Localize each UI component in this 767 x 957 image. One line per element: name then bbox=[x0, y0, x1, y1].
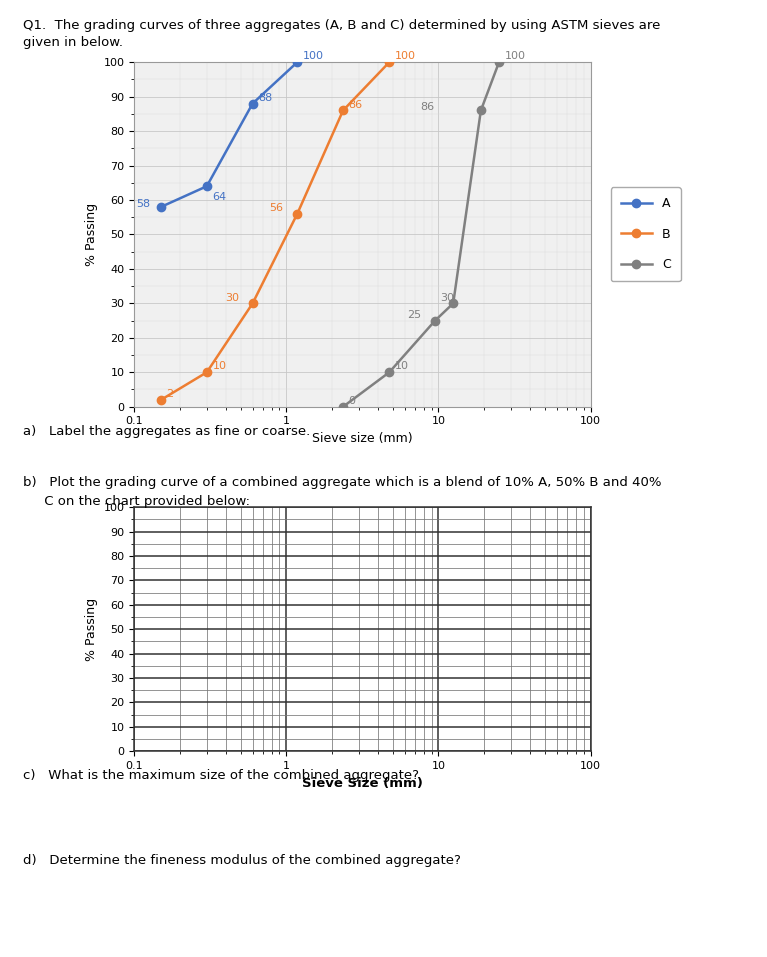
B bbox=[338, 104, 347, 116]
Text: 10: 10 bbox=[395, 362, 409, 371]
A bbox=[156, 201, 166, 212]
Text: 56: 56 bbox=[269, 203, 284, 213]
Text: c)   What is the maximum size of the combined aggregate?: c) What is the maximum size of the combi… bbox=[23, 769, 419, 783]
X-axis label: Sieve Size (mm): Sieve Size (mm) bbox=[302, 776, 423, 790]
Text: 2: 2 bbox=[166, 389, 173, 399]
Y-axis label: % Passing: % Passing bbox=[85, 598, 98, 660]
Text: 100: 100 bbox=[395, 52, 416, 61]
Y-axis label: % Passing: % Passing bbox=[85, 203, 98, 266]
Text: 100: 100 bbox=[505, 52, 525, 61]
Line: B: B bbox=[156, 58, 393, 404]
A bbox=[202, 181, 212, 192]
B bbox=[293, 208, 302, 219]
C bbox=[385, 367, 394, 378]
Text: 25: 25 bbox=[407, 310, 421, 320]
Text: 86: 86 bbox=[349, 100, 363, 110]
Text: 30: 30 bbox=[225, 293, 239, 302]
B bbox=[202, 367, 212, 378]
Text: given in below.: given in below. bbox=[23, 36, 123, 50]
Text: 30: 30 bbox=[440, 293, 455, 302]
Text: 58: 58 bbox=[136, 199, 150, 209]
X-axis label: Sieve size (mm): Sieve size (mm) bbox=[312, 432, 413, 445]
C bbox=[495, 56, 504, 68]
Text: 10: 10 bbox=[212, 362, 226, 371]
Text: d)   Determine the fineness modulus of the combined aggregate?: d) Determine the fineness modulus of the… bbox=[23, 854, 461, 867]
Text: 86: 86 bbox=[420, 102, 434, 112]
Line: C: C bbox=[339, 58, 503, 411]
C bbox=[338, 401, 347, 412]
Text: Q1.  The grading curves of three aggregates (A, B and C) determined by using AST: Q1. The grading curves of three aggregat… bbox=[23, 19, 660, 33]
Text: 64: 64 bbox=[212, 192, 226, 202]
Text: 88: 88 bbox=[258, 93, 272, 102]
A bbox=[248, 98, 257, 109]
B bbox=[248, 298, 257, 309]
B bbox=[385, 56, 394, 68]
C bbox=[476, 104, 486, 116]
Legend: A, B, C: A, B, C bbox=[611, 188, 680, 281]
Text: 100: 100 bbox=[303, 52, 324, 61]
A bbox=[293, 56, 302, 68]
Text: C on the chart provided below:: C on the chart provided below: bbox=[23, 495, 250, 508]
C bbox=[430, 315, 439, 326]
Text: b)   Plot the grading curve of a combined aggregate which is a blend of 10% A, 5: b) Plot the grading curve of a combined … bbox=[23, 476, 661, 489]
Text: 0: 0 bbox=[349, 396, 356, 406]
C bbox=[449, 298, 458, 309]
Text: a)   Label the aggregates as fine or coarse.: a) Label the aggregates as fine or coars… bbox=[23, 425, 311, 438]
Line: A: A bbox=[156, 58, 301, 211]
B bbox=[156, 394, 166, 406]
